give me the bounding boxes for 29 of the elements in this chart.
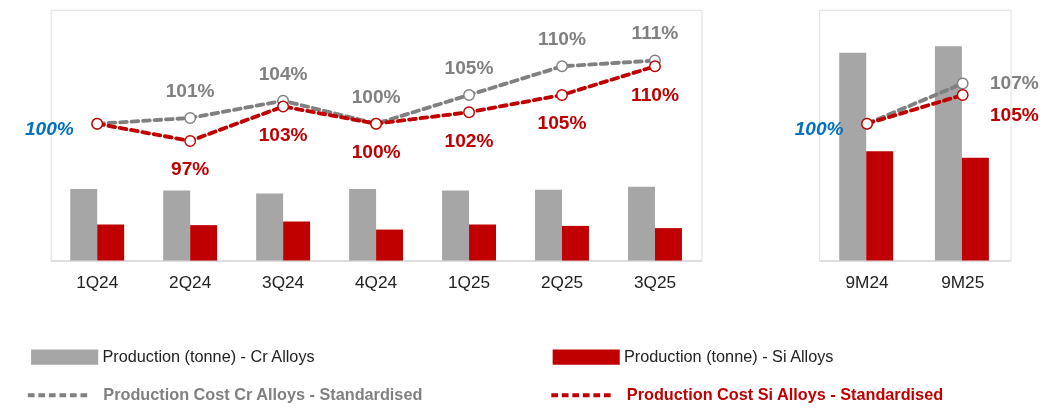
data-label: 105% [537, 112, 587, 134]
x-tick-label: 2Q25 [540, 271, 584, 292]
x-tick-label: 9M25 [941, 271, 985, 292]
legend-label: Production Cost Si Alloys - Standardised [626, 385, 944, 404]
data-label: 100% [24, 118, 74, 140]
x-tick-label: 2Q24 [169, 271, 212, 292]
x-tick-label: 9M24 [845, 271, 889, 292]
legend-label: Production (tonne) - Cr Alloys [102, 346, 315, 365]
data-label: 110% [631, 83, 679, 105]
data-label: 100% [794, 118, 844, 140]
x-tick-label: 1Q25 [447, 271, 491, 292]
data-label: 105% [989, 103, 1039, 125]
data-label: 104% [258, 62, 308, 84]
data-label: 97% [171, 158, 210, 180]
x-tick-label: 3Q24 [262, 271, 305, 292]
x-tick-label: 4Q24 [355, 271, 398, 292]
data-label: 107% [989, 72, 1039, 94]
legend-label: Production Cost Cr Alloys - Standardised [103, 385, 423, 404]
x-tick-label: 3Q25 [633, 271, 677, 292]
data-label: 100% [351, 85, 401, 107]
data-label: 101% [165, 79, 215, 101]
data-label: 111% [631, 22, 679, 44]
data-label: 103% [258, 123, 308, 145]
data-label: 105% [444, 56, 494, 78]
x-tick-label: 1Q24 [76, 271, 119, 292]
legend-label: Production (tonne) - Si Alloys [623, 346, 834, 365]
data-label: 102% [444, 129, 494, 151]
data-label: 110% [538, 28, 586, 50]
data-label: 100% [351, 141, 401, 163]
